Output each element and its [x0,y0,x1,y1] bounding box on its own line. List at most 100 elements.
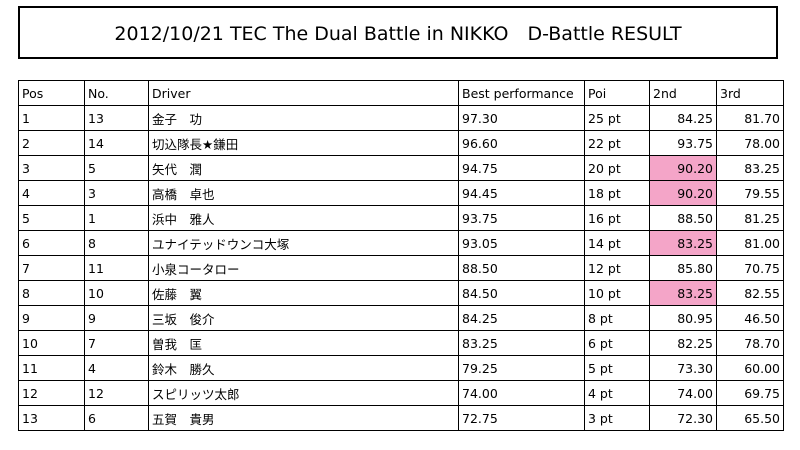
cell-2nd: 90.20 [649,180,717,206]
cell-driver: スピリッツ太郎 [148,380,459,406]
cell-3rd: 79.55 [716,180,784,206]
cell-poi: 4 pt [584,380,650,406]
header-row: Pos No. Driver Best performance Poi 2nd … [18,80,784,106]
cell-3rd: 46.50 [716,305,784,331]
cell-2nd: 83.25 [649,230,717,256]
cell-driver: 佐藤 翼 [148,280,459,306]
cell-pos: 13 [18,405,85,431]
cell-driver: 矢代 潤 [148,155,459,181]
cell-3rd: 82.55 [716,280,784,306]
cell-poi: 18 pt [584,180,650,206]
header-3rd: 3rd [716,80,784,106]
result-title: 2012/10/21 TEC The Dual Battle in NIKKO … [18,6,778,59]
cell-best-performance: 97.30 [458,105,585,131]
cell-no: 13 [84,105,149,131]
cell-driver: ユナイテッドウンコ大塚 [148,230,459,256]
cell-best-performance: 93.05 [458,230,585,256]
cell-2nd: 84.25 [649,105,717,131]
cell-best-performance: 88.50 [458,255,585,281]
table-row: 12 12 スピリッツ太郎 74.00 4 pt 74.00 69.75 [18,380,784,406]
cell-pos: 1 [18,105,85,131]
cell-2nd: 80.95 [649,305,717,331]
cell-driver: 曽我 匡 [148,330,459,356]
cell-driver: 金子 功 [148,105,459,131]
table-row: 7 11 小泉コータロー 88.50 12 pt 85.80 70.75 [18,255,784,281]
cell-pos: 5 [18,205,85,231]
cell-driver: 五賀 貴男 [148,405,459,431]
table-row: 1 13 金子 功 97.30 25 pt 84.25 81.70 [18,105,784,131]
cell-poi: 8 pt [584,305,650,331]
cell-driver: 浜中 雅人 [148,205,459,231]
header-poi: Poi [584,80,650,106]
cell-poi: 20 pt [584,155,650,181]
cell-best-performance: 79.25 [458,355,585,381]
cell-driver: 切込隊長★鎌田 [148,130,459,156]
table-row: 9 9 三坂 俊介 84.25 8 pt 80.95 46.50 [18,305,784,331]
header-driver: Driver [148,80,459,106]
cell-best-performance: 93.75 [458,205,585,231]
table-row: 5 1 浜中 雅人 93.75 16 pt 88.50 81.25 [18,205,784,231]
cell-2nd: 88.50 [649,205,717,231]
cell-2nd: 74.00 [649,380,717,406]
cell-pos: 4 [18,180,85,206]
table-row: 6 8 ユナイテッドウンコ大塚 93.05 14 pt 83.25 81.00 [18,230,784,256]
table-row: 11 4 鈴木 勝久 79.25 5 pt 73.30 60.00 [18,355,784,381]
cell-best-performance: 83.25 [458,330,585,356]
cell-poi: 3 pt [584,405,650,431]
cell-best-performance: 94.45 [458,180,585,206]
cell-2nd: 83.25 [649,280,717,306]
cell-best-performance: 84.50 [458,280,585,306]
header-2nd: 2nd [649,80,717,106]
cell-poi: 16 pt [584,205,650,231]
cell-3rd: 70.75 [716,255,784,281]
cell-poi: 22 pt [584,130,650,156]
cell-no: 7 [84,330,149,356]
cell-3rd: 81.00 [716,230,784,256]
cell-poi: 12 pt [584,255,650,281]
cell-pos: 12 [18,380,85,406]
table-row: 2 14 切込隊長★鎌田 96.60 22 pt 93.75 78.00 [18,130,784,156]
cell-pos: 2 [18,130,85,156]
cell-no: 5 [84,155,149,181]
cell-3rd: 65.50 [716,405,784,431]
cell-2nd: 82.25 [649,330,717,356]
cell-poi: 25 pt [584,105,650,131]
cell-no: 4 [84,355,149,381]
table-row: 13 6 五賀 貴男 72.75 3 pt 72.30 65.50 [18,405,784,431]
cell-no: 12 [84,380,149,406]
cell-driver: 三坂 俊介 [148,305,459,331]
table-row: 4 3 高橋 卓也 94.45 18 pt 90.20 79.55 [18,180,784,206]
cell-3rd: 60.00 [716,355,784,381]
table-row: 8 10 佐藤 翼 84.50 10 pt 83.25 82.55 [18,280,784,306]
cell-driver: 鈴木 勝久 [148,355,459,381]
header-pos: Pos [18,80,85,106]
cell-pos: 8 [18,280,85,306]
cell-driver: 小泉コータロー [148,255,459,281]
cell-2nd: 93.75 [649,130,717,156]
cell-2nd: 73.30 [649,355,717,381]
cell-no: 8 [84,230,149,256]
cell-no: 3 [84,180,149,206]
cell-pos: 7 [18,255,85,281]
cell-no: 11 [84,255,149,281]
cell-best-performance: 94.75 [458,155,585,181]
results-body: 1 13 金子 功 97.30 25 pt 84.25 81.70 2 14 切込隊長★鎌田 96.… [18,105,784,431]
cell-pos: 11 [18,355,85,381]
cell-poi: 6 pt [584,330,650,356]
cell-3rd: 69.75 [716,380,784,406]
cell-best-performance: 84.25 [458,305,585,331]
cell-best-performance: 72.75 [458,405,585,431]
cell-3rd: 78.00 [716,130,784,156]
table-row: 10 7 曽我 匡 83.25 6 pt 82.25 78.70 [18,330,784,356]
cell-no: 6 [84,405,149,431]
cell-poi: 14 pt [584,230,650,256]
table-row: 3 5 矢代 潤 94.75 20 pt 90.20 83.25 [18,155,784,181]
cell-pos: 9 [18,305,85,331]
cell-driver: 高橋 卓也 [148,180,459,206]
cell-poi: 5 pt [584,355,650,381]
cell-no: 9 [84,305,149,331]
cell-best-performance: 96.60 [458,130,585,156]
cell-2nd: 72.30 [649,405,717,431]
cell-no: 1 [84,205,149,231]
cell-3rd: 81.25 [716,205,784,231]
